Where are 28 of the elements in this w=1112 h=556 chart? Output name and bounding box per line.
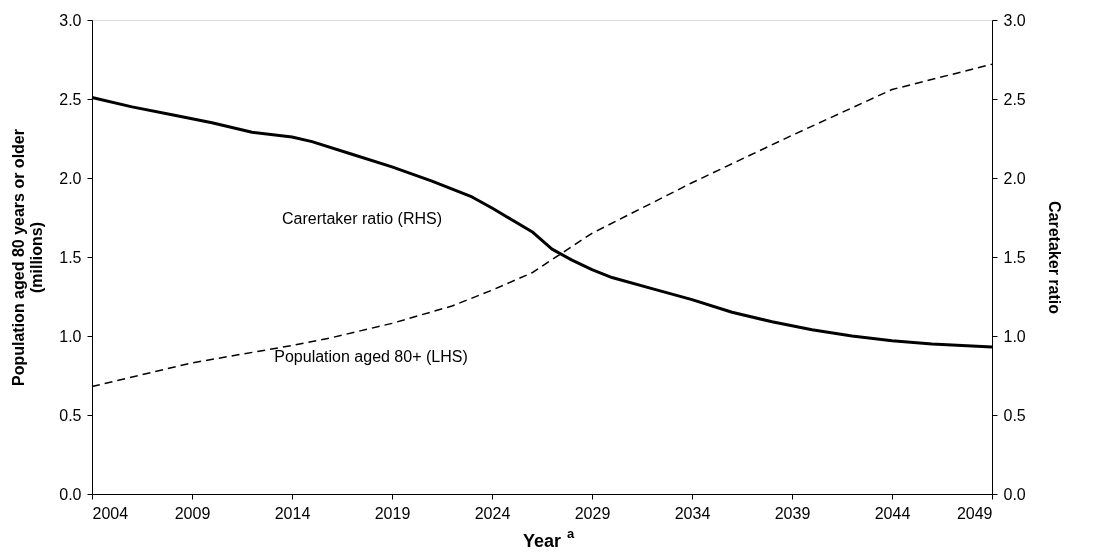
x-tick-label: 2004 <box>92 504 129 522</box>
y2-tick-label: 0.5 <box>1003 406 1026 424</box>
y-tick-label: 1.0 <box>59 327 82 345</box>
x-tick-label: 2024 <box>474 504 511 522</box>
x-tick-label: 2014 <box>274 504 311 522</box>
y2-tick-label: 1.0 <box>1003 327 1026 345</box>
x-tick-label: 2049 <box>956 504 993 522</box>
y-tick-label: 3.0 <box>59 11 82 29</box>
y-tick-label: 2.5 <box>59 90 82 108</box>
y-tick-label: 2.0 <box>59 169 82 187</box>
x-tick-label: 2044 <box>874 504 911 522</box>
y2-tick-label: 2.5 <box>1003 90 1026 108</box>
x-tick-label: 2009 <box>174 504 211 522</box>
y-axis-title: Population aged 80 years or older (millions) <box>10 129 46 386</box>
y2-tick-label: 1.5 <box>1003 248 1026 266</box>
annotation: Carertaker ratio (RHS) <box>281 210 443 228</box>
y-tick-label: 0.0 <box>59 485 82 503</box>
y2-tick-label: 2.0 <box>1003 169 1026 187</box>
annotation: Population aged 80+ (LHS) <box>274 347 468 365</box>
x-tick-label: 2019 <box>374 504 411 522</box>
y2-tick-label: 0.0 <box>1003 485 1026 503</box>
x-tick-label: 2039 <box>774 504 811 522</box>
y2-axis-title: Caretaker ratio <box>1045 201 1063 315</box>
y-tick-label: 1.5 <box>59 248 82 266</box>
x-tick-label: 2029 <box>574 504 611 522</box>
y2-tick-label: 3.0 <box>1003 11 1026 29</box>
y-tick-label: 0.5 <box>59 406 82 424</box>
x-tick-label: 2034 <box>674 504 711 522</box>
